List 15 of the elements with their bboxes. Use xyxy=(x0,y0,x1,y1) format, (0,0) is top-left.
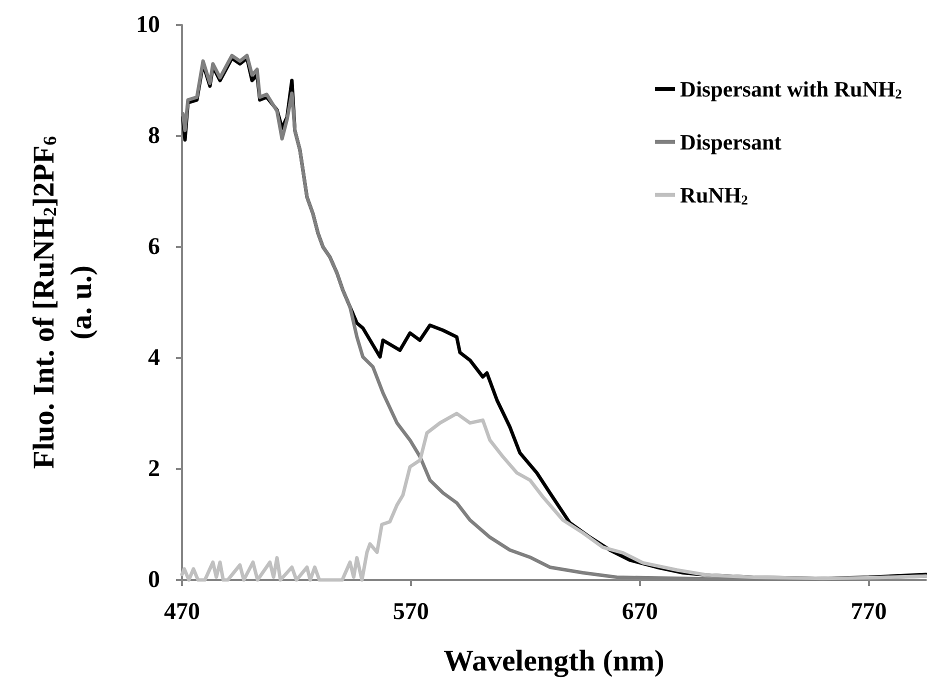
text: Fluo. Int. of [RuNH2]2PF6 (a. u.) xyxy=(27,136,98,469)
legend-label: Dispersant with RuNH2 xyxy=(680,76,902,102)
x-tick-label: 670 xyxy=(622,599,658,625)
y-tick-label: 8 xyxy=(148,123,160,149)
y-tick-label: 2 xyxy=(148,456,160,482)
legend-label: Dispersant xyxy=(680,129,782,154)
y-tick-label: 6 xyxy=(148,234,160,260)
y-tick-label: 0 xyxy=(148,567,160,593)
y-tick-label: 4 xyxy=(148,345,160,371)
y-tick-label: 10 xyxy=(136,12,160,38)
x-axis-title: Wavelength (nm) xyxy=(444,644,664,678)
x-tick-label: 470 xyxy=(164,599,200,625)
x-tick-label: 770 xyxy=(850,599,887,625)
legend-label: RuNH2 xyxy=(680,182,748,208)
x-tick-label: 570 xyxy=(392,599,429,625)
